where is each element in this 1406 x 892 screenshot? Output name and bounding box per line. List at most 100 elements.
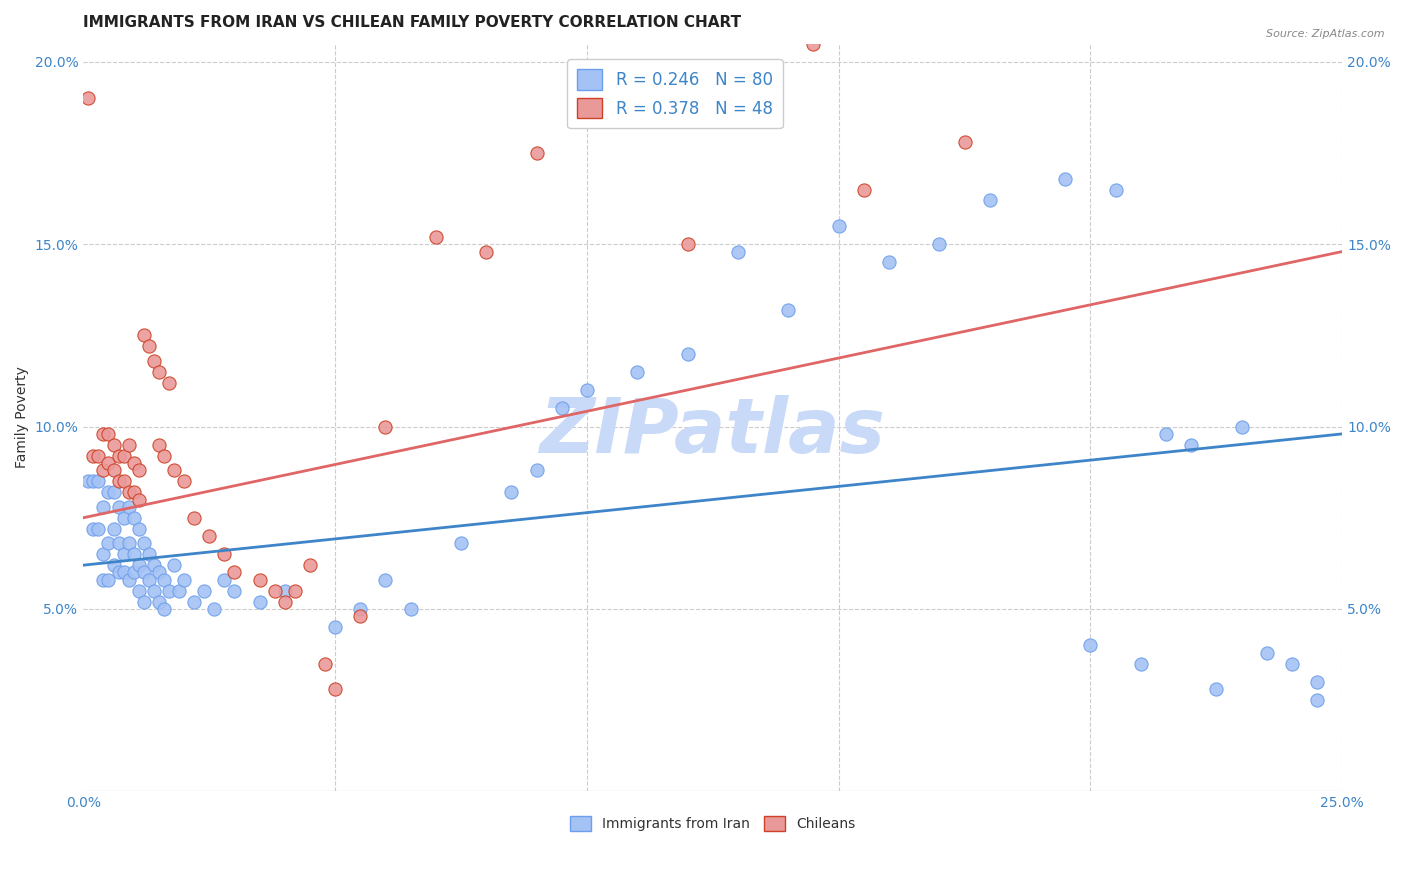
Point — [803, 37, 825, 51]
Point — [122, 510, 145, 524]
Point — [202, 602, 225, 616]
Point — [928, 237, 950, 252]
Point — [173, 475, 195, 489]
Point — [1205, 682, 1227, 697]
Legend: Immigrants from Iran, Chileans: Immigrants from Iran, Chileans — [565, 811, 860, 837]
Point — [323, 682, 346, 697]
Point — [1129, 657, 1152, 671]
Point — [163, 463, 186, 477]
Point — [1154, 426, 1177, 441]
Point — [153, 602, 176, 616]
Point — [103, 463, 125, 477]
Point — [198, 529, 221, 543]
Point — [224, 583, 246, 598]
Point — [163, 558, 186, 573]
Point — [827, 219, 849, 233]
Point — [193, 583, 215, 598]
Point — [93, 426, 115, 441]
Point — [82, 475, 104, 489]
Point — [132, 328, 155, 343]
Point — [249, 594, 271, 608]
Point — [107, 475, 129, 489]
Point — [132, 566, 155, 580]
Point — [551, 401, 574, 416]
Point — [153, 449, 176, 463]
Point — [183, 594, 205, 608]
Point — [173, 573, 195, 587]
Point — [97, 573, 120, 587]
Point — [1180, 438, 1202, 452]
Point — [1306, 674, 1329, 689]
Point — [93, 463, 115, 477]
Point — [117, 500, 139, 514]
Point — [122, 547, 145, 561]
Point — [979, 194, 1001, 208]
Point — [1281, 657, 1303, 671]
Point — [148, 438, 170, 452]
Point — [1080, 639, 1102, 653]
Text: Source: ZipAtlas.com: Source: ZipAtlas.com — [1267, 29, 1385, 38]
Point — [676, 237, 699, 252]
Point — [117, 536, 139, 550]
Point — [314, 657, 336, 671]
Point — [112, 566, 135, 580]
Point — [112, 547, 135, 561]
Point — [77, 475, 100, 489]
Point — [87, 449, 110, 463]
Point — [142, 558, 165, 573]
Point — [274, 583, 297, 598]
Point — [97, 536, 120, 550]
Point — [349, 609, 371, 624]
Point — [877, 255, 900, 269]
Y-axis label: Family Poverty: Family Poverty — [15, 367, 30, 468]
Point — [214, 573, 236, 587]
Point — [1230, 419, 1253, 434]
Point — [107, 536, 129, 550]
Point — [128, 583, 150, 598]
Point — [526, 463, 548, 477]
Point — [87, 522, 110, 536]
Point — [138, 573, 160, 587]
Point — [298, 558, 321, 573]
Point — [727, 244, 749, 259]
Point — [142, 583, 165, 598]
Point — [122, 485, 145, 500]
Point — [77, 91, 100, 105]
Point — [374, 419, 396, 434]
Point — [132, 536, 155, 550]
Point — [1256, 646, 1278, 660]
Point — [526, 146, 548, 161]
Point — [82, 449, 104, 463]
Point — [103, 522, 125, 536]
Point — [112, 449, 135, 463]
Point — [107, 500, 129, 514]
Point — [676, 346, 699, 360]
Point — [475, 244, 498, 259]
Point — [224, 566, 246, 580]
Point — [112, 475, 135, 489]
Point — [97, 456, 120, 470]
Point — [852, 182, 875, 196]
Point — [148, 594, 170, 608]
Point — [148, 365, 170, 379]
Point — [501, 485, 523, 500]
Point — [138, 547, 160, 561]
Point — [274, 594, 297, 608]
Point — [323, 620, 346, 634]
Point — [138, 339, 160, 353]
Point — [107, 566, 129, 580]
Point — [778, 302, 800, 317]
Point — [626, 365, 648, 379]
Text: IMMIGRANTS FROM IRAN VS CHILEAN FAMILY POVERTY CORRELATION CHART: IMMIGRANTS FROM IRAN VS CHILEAN FAMILY P… — [83, 15, 741, 30]
Point — [103, 485, 125, 500]
Point — [450, 536, 472, 550]
Point — [263, 583, 285, 598]
Point — [93, 500, 115, 514]
Point — [167, 583, 190, 598]
Point — [128, 463, 150, 477]
Point — [97, 426, 120, 441]
Point — [128, 492, 150, 507]
Point — [374, 573, 396, 587]
Point — [214, 547, 236, 561]
Point — [93, 573, 115, 587]
